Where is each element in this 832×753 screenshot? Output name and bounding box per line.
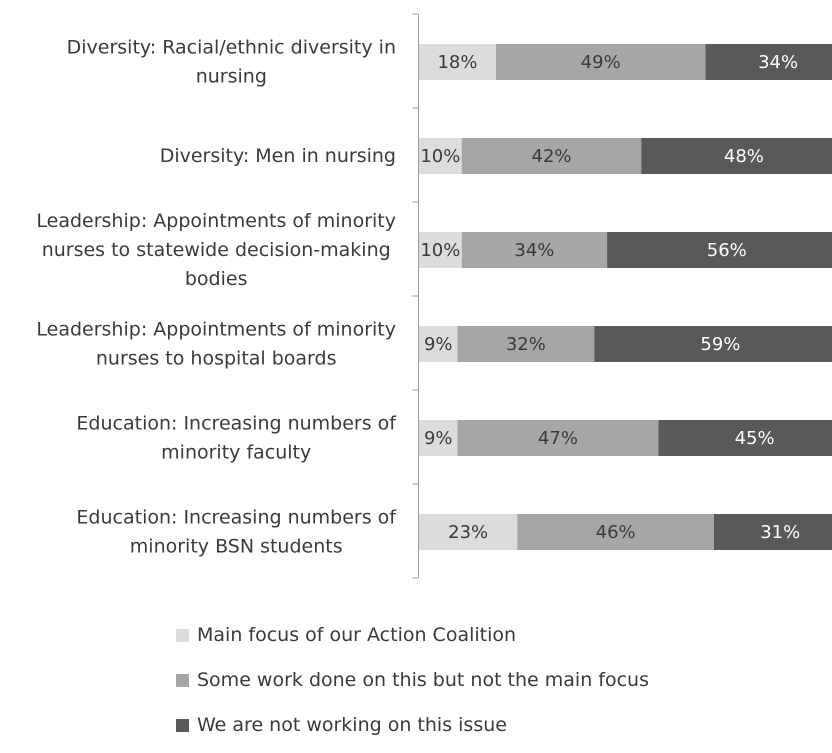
category-label: nursing: [196, 66, 267, 88]
category-label: nurses to hospital boards: [96, 348, 337, 370]
category-label: Education: Increasing numbers of: [76, 413, 397, 435]
data-label: 56%: [707, 240, 747, 261]
bar-segment: [461, 232, 608, 268]
category-axis: [412, 13, 419, 579]
legend-swatch: [176, 628, 189, 642]
category-label: Diversity: Men in nursing: [160, 145, 396, 167]
legend-item: Some work done on this but not the main …: [176, 663, 649, 697]
category-label: Leadership: Appointments of minority: [36, 210, 396, 232]
data-label: 34%: [758, 52, 798, 73]
bar-segment: [713, 514, 832, 550]
bar-segment: [705, 44, 832, 80]
bar-segment: [517, 514, 714, 550]
category-labels: Diversity: Racial/ethnic diversity in nur…: [36, 37, 397, 558]
legend-item: We are not working on this issue: [176, 708, 649, 742]
category-label: minority faculty: [161, 442, 311, 464]
bar-segment: [457, 420, 659, 456]
data-label: 31%: [760, 522, 800, 543]
legend-label: Some work done on this but not the main …: [197, 669, 649, 691]
bar-segment: [419, 514, 518, 550]
legend-label: Main focus of our Action Coalition: [197, 624, 517, 646]
data-label: 9%: [424, 334, 453, 355]
data-label: 18%: [437, 52, 477, 73]
bar-segment: [457, 326, 595, 362]
bar-segment: [419, 138, 462, 174]
category-label: Diversity: Racial/ethnic diversity in: [67, 37, 396, 59]
category-label: Leadership: Appointments of minority: [36, 319, 396, 341]
data-label: 9%: [424, 428, 453, 449]
data-labels: 18% 49% 34% 10% 42% 48% 10% 34% 56% 9% 32% 59% 9% 47%…: [420, 52, 800, 543]
category-label: minority BSN students: [130, 536, 343, 558]
data-label: 10%: [420, 240, 460, 261]
legend-item: Main focus of our Action Coalition: [176, 618, 649, 652]
bar-segment: [658, 420, 832, 456]
legend-swatch: [176, 718, 189, 732]
bar-segment: [419, 326, 458, 362]
data-label: 49%: [581, 52, 621, 73]
legend-swatch: [176, 673, 189, 687]
category-label: bodies: [185, 268, 248, 290]
legend-label: We are not working on this issue: [197, 714, 507, 736]
legend: Main focus of our Action Coalition Some w…: [176, 618, 649, 753]
data-label: 59%: [700, 334, 740, 355]
data-label: 23%: [448, 522, 488, 543]
data-label: 47%: [538, 428, 578, 449]
bar-segment: [419, 420, 458, 456]
bar-segment: [461, 138, 642, 174]
bar-segment: [419, 232, 462, 268]
bar-segment: [594, 326, 832, 362]
data-label: 48%: [724, 146, 764, 167]
data-label: 42%: [532, 146, 572, 167]
data-label: 10%: [420, 146, 460, 167]
data-label: 46%: [596, 522, 636, 543]
bar-segment: [419, 44, 496, 80]
bars: [419, 44, 832, 550]
category-label: Education: Increasing numbers of: [76, 507, 397, 529]
data-label: 32%: [506, 334, 546, 355]
bar-segment: [641, 138, 832, 174]
category-label: nurses to statewide decision-making: [42, 239, 391, 261]
stacked-bar-chart: 18% 49% 34% 10% 42% 48% 10% 34% 56% 9% 32% 59% 9% 47%…: [36, 13, 832, 579]
data-label: 34%: [514, 240, 554, 261]
data-label: 45%: [735, 428, 775, 449]
bar-segment: [607, 232, 832, 268]
bar-segment: [495, 44, 706, 80]
